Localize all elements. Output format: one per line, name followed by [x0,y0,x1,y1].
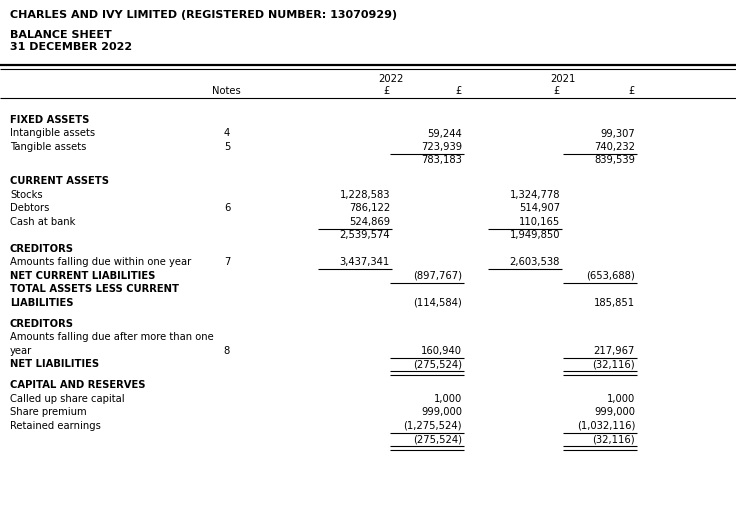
Text: CREDITORS: CREDITORS [10,319,74,329]
Text: year: year [10,346,32,356]
Text: CAPITAL AND RESERVES: CAPITAL AND RESERVES [10,380,146,391]
Text: (114,584): (114,584) [413,298,462,308]
Text: 6: 6 [224,203,230,213]
Text: 7: 7 [224,257,230,267]
Text: (1,032,116): (1,032,116) [576,421,635,431]
Text: Debtors: Debtors [10,203,49,213]
Text: CREDITORS: CREDITORS [10,244,74,254]
Text: 999,000: 999,000 [594,407,635,417]
Text: BALANCE SHEET: BALANCE SHEET [10,30,112,40]
Text: 217,967: 217,967 [594,346,635,356]
Text: Called up share capital: Called up share capital [10,394,124,404]
Text: 740,232: 740,232 [594,142,635,152]
Text: 110,165: 110,165 [519,217,560,227]
Text: 3,437,341: 3,437,341 [340,257,390,267]
Text: 8: 8 [224,346,230,356]
Text: (32,116): (32,116) [592,359,635,369]
Text: CURRENT ASSETS: CURRENT ASSETS [10,176,109,187]
Text: £: £ [629,86,635,96]
Text: (32,116): (32,116) [592,434,635,444]
Text: (275,524): (275,524) [413,434,462,444]
Text: 2022: 2022 [378,74,403,84]
Text: FIXED ASSETS: FIXED ASSETS [10,115,89,125]
Text: 160,940: 160,940 [421,346,462,356]
Text: (1,275,524): (1,275,524) [403,421,462,431]
Text: (897,767): (897,767) [413,271,462,281]
Text: 2021: 2021 [550,74,576,84]
Text: 185,851: 185,851 [594,298,635,308]
Text: 1,324,778: 1,324,778 [509,190,560,200]
Text: 999,000: 999,000 [421,407,462,417]
Text: (275,524): (275,524) [413,359,462,369]
Text: (653,688): (653,688) [587,271,635,281]
Text: £: £ [456,86,462,96]
Text: 1,228,583: 1,228,583 [339,190,390,200]
Text: 4: 4 [224,128,230,138]
Text: Stocks: Stocks [10,190,43,200]
Text: Tangible assets: Tangible assets [10,142,86,152]
Text: 723,939: 723,939 [421,142,462,152]
Text: 31 DECEMBER 2022: 31 DECEMBER 2022 [10,42,132,52]
Text: Intangible assets: Intangible assets [10,128,95,138]
Text: 1,949,850: 1,949,850 [509,230,560,240]
Text: CHARLES AND IVY LIMITED (REGISTERED NUMBER: 13070929): CHARLES AND IVY LIMITED (REGISTERED NUMB… [10,10,397,20]
Text: NET CURRENT LIABILITIES: NET CURRENT LIABILITIES [10,271,155,281]
Text: Retained earnings: Retained earnings [10,421,101,431]
Text: 524,869: 524,869 [349,217,390,227]
Text: £: £ [383,86,390,96]
Text: 2,539,574: 2,539,574 [339,230,390,240]
Text: 1,000: 1,000 [434,394,462,404]
Text: LIABILITIES: LIABILITIES [10,298,74,308]
Text: Amounts falling due after more than one: Amounts falling due after more than one [10,332,213,342]
Text: 2,603,538: 2,603,538 [509,257,560,267]
Text: Notes: Notes [212,86,241,96]
Text: TOTAL ASSETS LESS CURRENT: TOTAL ASSETS LESS CURRENT [10,284,179,294]
Text: 5: 5 [224,142,230,152]
Text: Cash at bank: Cash at bank [10,217,75,227]
Text: £: £ [553,86,560,96]
Text: 839,539: 839,539 [594,155,635,165]
Text: 786,122: 786,122 [349,203,390,213]
Text: Share premium: Share premium [10,407,87,417]
Text: 59,244: 59,244 [428,128,462,138]
Text: 514,907: 514,907 [519,203,560,213]
Text: NET LIABILITIES: NET LIABILITIES [10,359,99,369]
Text: Amounts falling due within one year: Amounts falling due within one year [10,257,191,267]
Text: 783,183: 783,183 [421,155,462,165]
Text: 1,000: 1,000 [606,394,635,404]
Text: 99,307: 99,307 [601,128,635,138]
